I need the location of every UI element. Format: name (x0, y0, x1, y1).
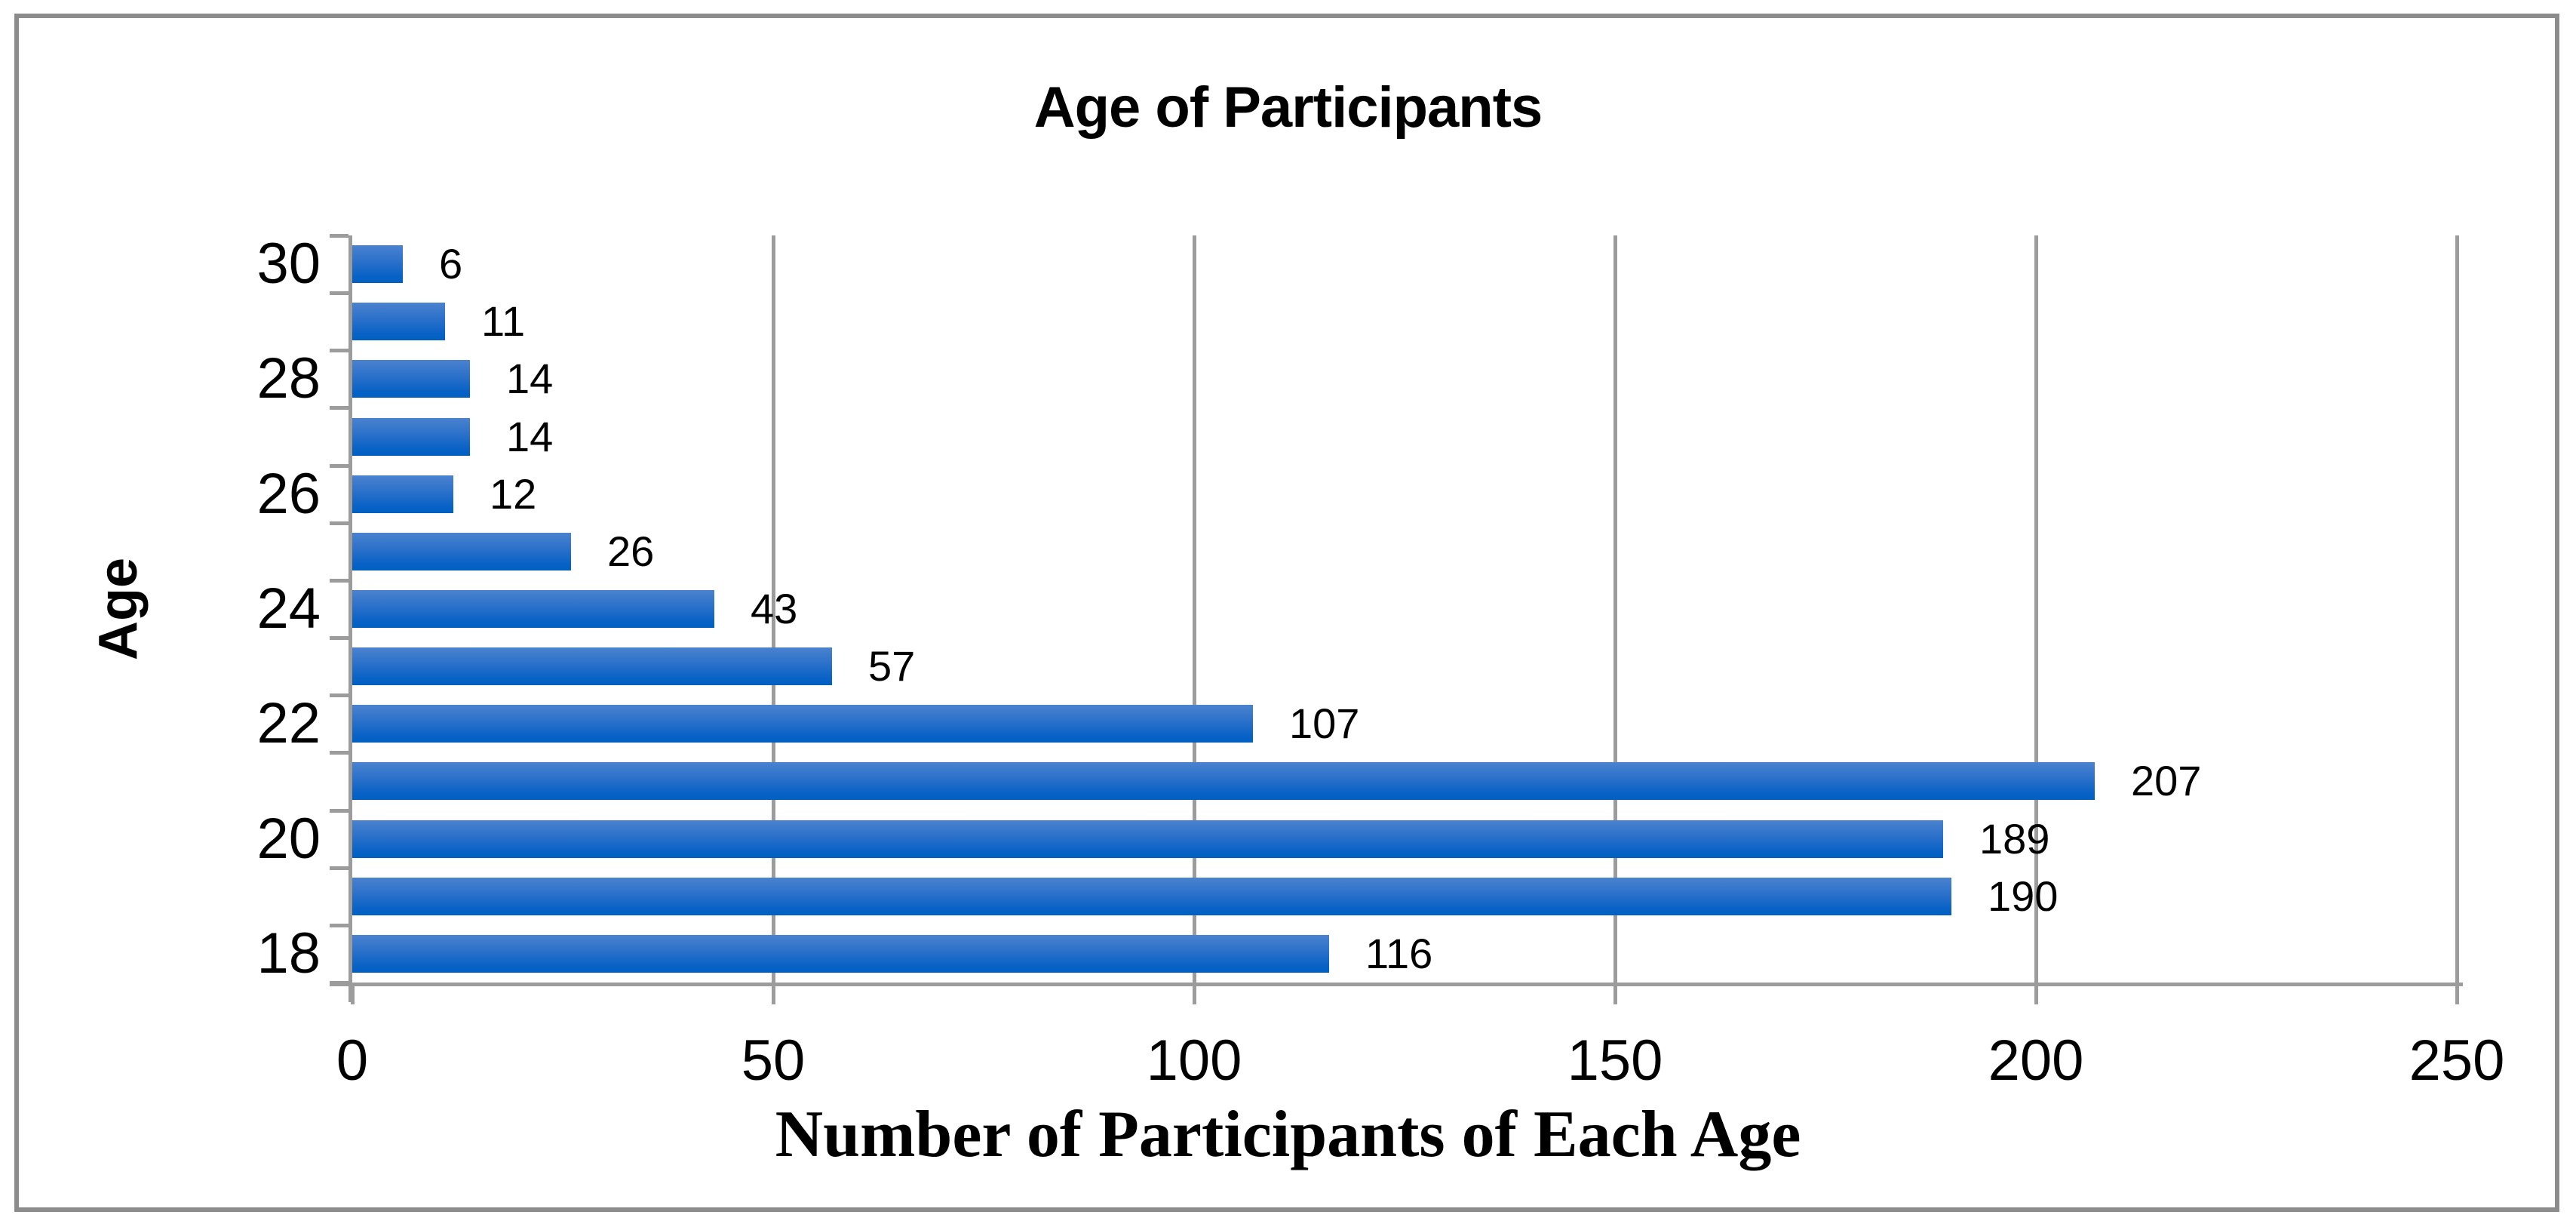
bar-age-28 (352, 360, 470, 398)
y-tick-label-22: 22 (256, 691, 321, 755)
bar-age-23 (352, 647, 832, 685)
data-label-age-23: 57 (868, 642, 916, 690)
bar-age-18 (352, 935, 1329, 973)
x-tick-label-50: 50 (741, 1029, 806, 1093)
y-tick-label-20: 20 (256, 807, 321, 871)
x-axis-title: Number of Participants of Each Age (775, 1098, 1801, 1171)
y-axis-tick (330, 234, 348, 238)
chart-border-frame (14, 14, 2559, 1212)
bar-age-21 (352, 762, 2095, 800)
bar-age-20 (352, 820, 1943, 858)
y-axis-line (348, 235, 352, 1002)
y-axis-tick (330, 866, 348, 870)
data-label-age-25: 26 (607, 527, 655, 575)
x-tick-label-100: 100 (1146, 1029, 1242, 1093)
bar-age-19 (352, 878, 1951, 915)
x-axis-tick-150 (1613, 986, 1617, 1004)
y-tick-label-30: 30 (256, 232, 321, 296)
y-axis-tick (330, 291, 348, 295)
x-axis-tick-200 (2034, 986, 2038, 1004)
x-axis-tick-50 (772, 986, 775, 1004)
data-label-age-22: 107 (1289, 700, 1360, 747)
y-tick-label-24: 24 (256, 577, 321, 641)
y-axis-tick (330, 693, 348, 697)
data-label-age-20: 189 (1979, 815, 2050, 863)
y-axis-tick (330, 521, 348, 525)
gridline-x-50 (772, 235, 775, 983)
data-label-age-28: 14 (506, 355, 554, 402)
bar-age-27 (352, 418, 470, 456)
x-axis-tick-0 (351, 986, 355, 1004)
data-label-age-26: 12 (490, 470, 537, 518)
bar-age-29 (352, 303, 445, 340)
chart-title: Age of Participants (1033, 75, 1543, 140)
data-label-age-18: 116 (1365, 930, 1433, 977)
bar-age-24 (352, 590, 714, 628)
x-tick-label-0: 0 (336, 1029, 369, 1093)
data-label-age-27: 14 (506, 413, 554, 460)
x-axis-line (330, 983, 2463, 986)
x-tick-label-200: 200 (1988, 1029, 2084, 1093)
y-axis-tick (330, 349, 348, 352)
data-label-age-19: 190 (1988, 872, 2059, 920)
y-axis-tick (330, 809, 348, 813)
y-axis-tick (330, 464, 348, 468)
x-tick-label-150: 150 (1567, 1029, 1663, 1093)
data-label-age-21: 207 (2131, 757, 2202, 804)
y-axis-tick (330, 579, 348, 583)
data-label-age-24: 43 (751, 585, 798, 632)
data-label-age-29: 11 (481, 297, 526, 345)
data-label-age-30: 6 (439, 240, 463, 288)
y-axis-tick (330, 406, 348, 410)
gridline-x-200 (2034, 235, 2038, 983)
bar-age-30 (352, 245, 403, 283)
gridline-x-150 (1613, 235, 1617, 983)
x-axis-tick-100 (1193, 986, 1196, 1004)
bar-age-22 (352, 705, 1253, 743)
y-tick-label-26: 26 (256, 462, 321, 526)
y-tick-label-28: 28 (256, 346, 321, 411)
gridline-x-100 (1193, 235, 1196, 983)
y-tick-label-18: 18 (256, 921, 321, 986)
y-axis-tick (330, 924, 348, 927)
gridline-x-250 (2455, 235, 2459, 983)
y-axis-tick (330, 751, 348, 755)
x-axis-tick-250 (2455, 986, 2459, 1004)
bar-age-25 (352, 533, 571, 570)
y-axis-tick (330, 636, 348, 640)
y-axis-tick (330, 981, 348, 985)
bar-age-26 (352, 475, 453, 513)
x-tick-label-250: 250 (2409, 1029, 2505, 1093)
